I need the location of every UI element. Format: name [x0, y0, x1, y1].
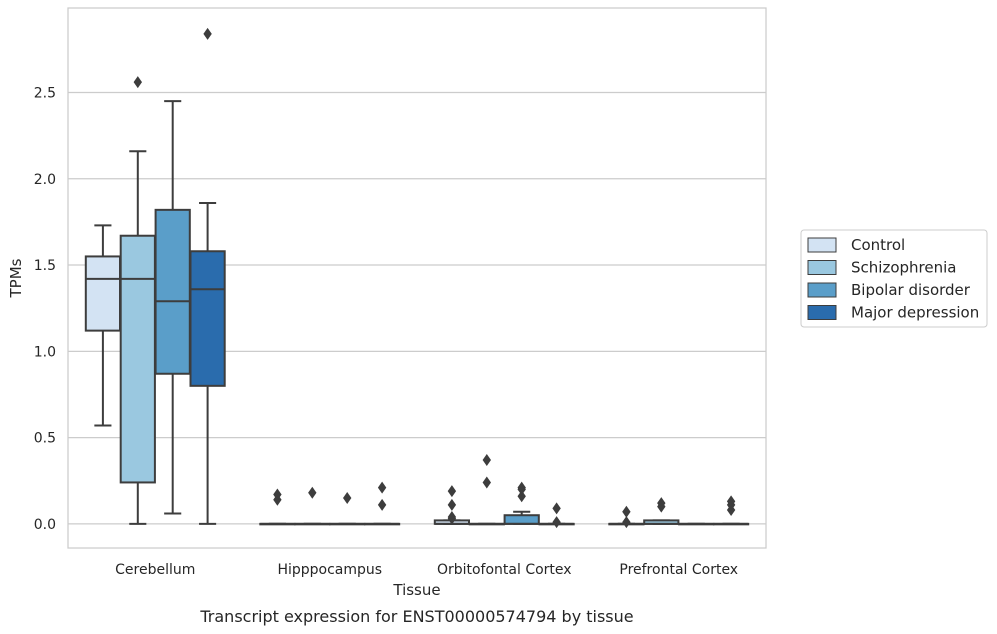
legend-swatch-schizophrenia: [807, 260, 837, 275]
box-hipppocampus-control: [259, 488, 296, 526]
outlier-point: [308, 486, 317, 499]
x-tick-label: Cerebellum: [115, 562, 195, 578]
box-orbitofontal-cortex-schizophrenia: [468, 454, 505, 526]
y-tick-label: 1.0: [34, 344, 56, 360]
box-orbitofontal-cortex-major-depression: [538, 502, 575, 529]
box-orbitofontal-cortex-bipolar-disorder: [503, 481, 540, 525]
x-tick-label: Prefrontal Cortex: [619, 562, 738, 578]
x-axis-label: Tissue: [392, 581, 440, 599]
box-hipppocampus-bipolar-disorder: [329, 491, 366, 526]
legend-label-major-depression: Major depression: [851, 304, 979, 322]
legend: Control Schizophrenia Bipolar disorder Majo…: [800, 229, 988, 328]
legend-swatch-bipolar-disorder: [807, 282, 837, 298]
outlier-point: [552, 516, 561, 529]
box-iqr: [119, 234, 156, 484]
box-groups: [84, 27, 750, 529]
y-tick-label: 1.5: [34, 258, 56, 274]
outlier-point: [273, 488, 282, 501]
box-orbitofontal-cortex-control: [433, 485, 471, 525]
legend-swatch-major-depression: [807, 305, 837, 320]
box-hipppocampus-major-depression: [363, 481, 401, 526]
box-cerebellum-schizophrenia: [119, 76, 156, 525]
outlier-point: [517, 490, 526, 503]
outlier-point: [203, 27, 212, 40]
box-iqr: [503, 514, 540, 525]
outlier-point: [552, 502, 561, 515]
outlier-point: [726, 495, 736, 508]
outlier-point: [133, 76, 142, 89]
figure-caption: Transcript expression for ENST0000057479…: [199, 607, 633, 626]
legend-label-bipolar-disorder: Bipolar disorder: [851, 281, 971, 299]
outlier-point: [447, 498, 457, 511]
box-prefrontal-cortex-schizophrenia: [643, 497, 680, 525]
outlier-point: [343, 491, 352, 504]
outlier-point: [622, 505, 631, 518]
outlier-point: [447, 512, 457, 525]
box-iqr: [154, 208, 191, 375]
outlier-point: [377, 481, 387, 494]
box-prefrontal-cortex-major-depression: [712, 495, 750, 526]
outlier-point: [622, 516, 631, 529]
outlier-point: [517, 481, 526, 494]
y-tick-label: 2.0: [34, 172, 56, 188]
box-cerebellum-bipolar-disorder: [154, 100, 191, 515]
legend-label-control: Control: [851, 236, 905, 254]
box-prefrontal-cortex-bipolar-disorder: [678, 522, 715, 526]
legend-label-schizophrenia: Schizophrenia: [851, 259, 956, 277]
legend-frame: [800, 229, 988, 328]
outlier-point: [377, 498, 387, 511]
box-cerebellum-major-depression: [189, 27, 226, 525]
y-tick-labels: 0.0 0.5 1.0 1.5 2.0 2.5: [34, 86, 56, 533]
outlier-point: [482, 476, 491, 489]
x-tick-label: Hipppocampus: [277, 562, 382, 578]
box-iqr: [84, 255, 122, 332]
plot-frame: [67, 7, 767, 549]
y-tick-label: 0.0: [34, 517, 56, 533]
x-tick-label: Orbitofontal Cortex: [437, 562, 572, 578]
outlier-point: [657, 497, 666, 510]
y-tick-label: 0.5: [34, 431, 56, 447]
box-iqr: [189, 250, 226, 387]
x-tick-labels: Cerebellum Hipppocampus Orbitofontal Corte…: [115, 562, 738, 578]
legend-swatch-control: [807, 237, 837, 253]
y-axis-label: TPMs: [7, 258, 25, 298]
outlier-point: [447, 485, 457, 498]
y-tick-label: 2.5: [34, 86, 56, 102]
outlier-point: [482, 454, 491, 467]
